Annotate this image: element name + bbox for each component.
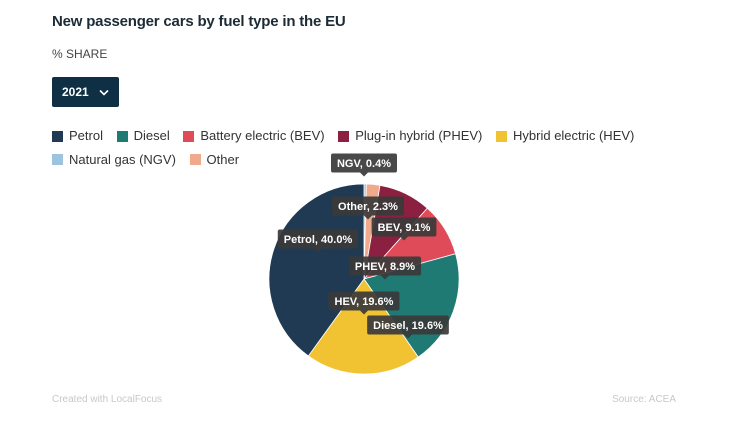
data-label-pointer	[400, 236, 408, 241]
chart-credit[interactable]: Created with LocalFocus	[52, 394, 163, 405]
pie-slice-petrol[interactable]	[268, 183, 365, 357]
data-label-text: HEV, 19.6%	[335, 296, 394, 308]
pie-slice-hev[interactable]	[307, 278, 419, 375]
chart-title: New passenger cars by fuel type in the E…	[52, 13, 346, 30]
data-label-phev: PHEV, 8.9%	[348, 256, 422, 280]
data-label-petrol: Petrol, 40.0%	[277, 229, 359, 253]
legend-item-bev[interactable]: Battery electric (BEV)	[183, 125, 325, 147]
legend-label: Natural gas (NGV)	[69, 151, 176, 167]
data-label-pointer	[404, 334, 412, 339]
legend-label: Petrol	[69, 128, 103, 143]
year-dropdown-value: 2021	[62, 85, 89, 99]
legend-swatch	[183, 130, 195, 142]
legend-swatch	[496, 130, 508, 142]
legend-item-hev[interactable]: Hybrid electric (HEV)	[496, 125, 634, 147]
data-label-pointer	[381, 275, 389, 280]
data-label-pointer	[364, 215, 372, 220]
legend-item-phev[interactable]: Plug-in hybrid (PHEV)	[338, 125, 482, 147]
data-label-text: Diesel, 19.6%	[373, 320, 443, 332]
data-label-text: BEV, 9.1%	[378, 222, 431, 234]
data-label-pointer	[360, 310, 368, 315]
data-label-bev: BEV, 9.1%	[371, 217, 437, 241]
data-label-ngv: NGV, 0.4%	[330, 153, 398, 177]
chart-legend: Petrol Diesel Battery electric (BEV) Plu…	[52, 125, 692, 172]
data-label-box	[332, 196, 404, 216]
legend-swatch	[338, 130, 350, 142]
legend-swatch	[52, 130, 63, 142]
data-label-text: NGV, 0.4%	[337, 158, 391, 170]
data-label-text: Petrol, 40.0%	[284, 234, 353, 246]
chart-source: Source: ACEA	[612, 394, 676, 405]
legend-item-petrol[interactable]: Petrol	[52, 125, 103, 147]
data-label-box	[348, 256, 422, 276]
data-label-diesel: Diesel, 19.6%	[367, 315, 449, 339]
legend-item-ngv[interactable]: Natural gas (NGV)	[52, 149, 176, 171]
legend-item-other[interactable]: Other	[189, 149, 240, 171]
chevron-down-icon	[99, 89, 109, 96]
year-dropdown[interactable]: 2021	[52, 77, 119, 107]
legend-swatch	[52, 154, 63, 165]
legend-label: Other	[206, 151, 240, 167]
data-label-box	[328, 291, 400, 311]
data-label-box	[371, 217, 437, 237]
data-label-other: Other, 2.3%	[332, 196, 404, 220]
legend-label: Diesel	[133, 128, 170, 143]
data-label-pointer	[360, 172, 368, 177]
legend-swatch	[116, 130, 128, 142]
data-label-box	[330, 153, 398, 173]
data-label-text: Other, 2.3%	[338, 201, 398, 213]
legend-swatch	[189, 154, 201, 165]
data-label-pointer	[314, 248, 322, 253]
chart-subtitle: % SHARE	[52, 47, 108, 61]
data-label-hev: HEV, 19.6%	[328, 291, 400, 315]
legend-item-diesel[interactable]: Diesel	[116, 125, 170, 147]
data-label-text: PHEV, 8.9%	[355, 261, 415, 273]
legend-label: Plug-in hybrid (PHEV)	[355, 128, 483, 143]
data-label-box	[367, 315, 449, 335]
legend-label: Battery electric (BEV)	[200, 128, 325, 143]
legend-label: Hybrid electric (HEV)	[513, 128, 635, 143]
data-label-box	[277, 229, 359, 249]
